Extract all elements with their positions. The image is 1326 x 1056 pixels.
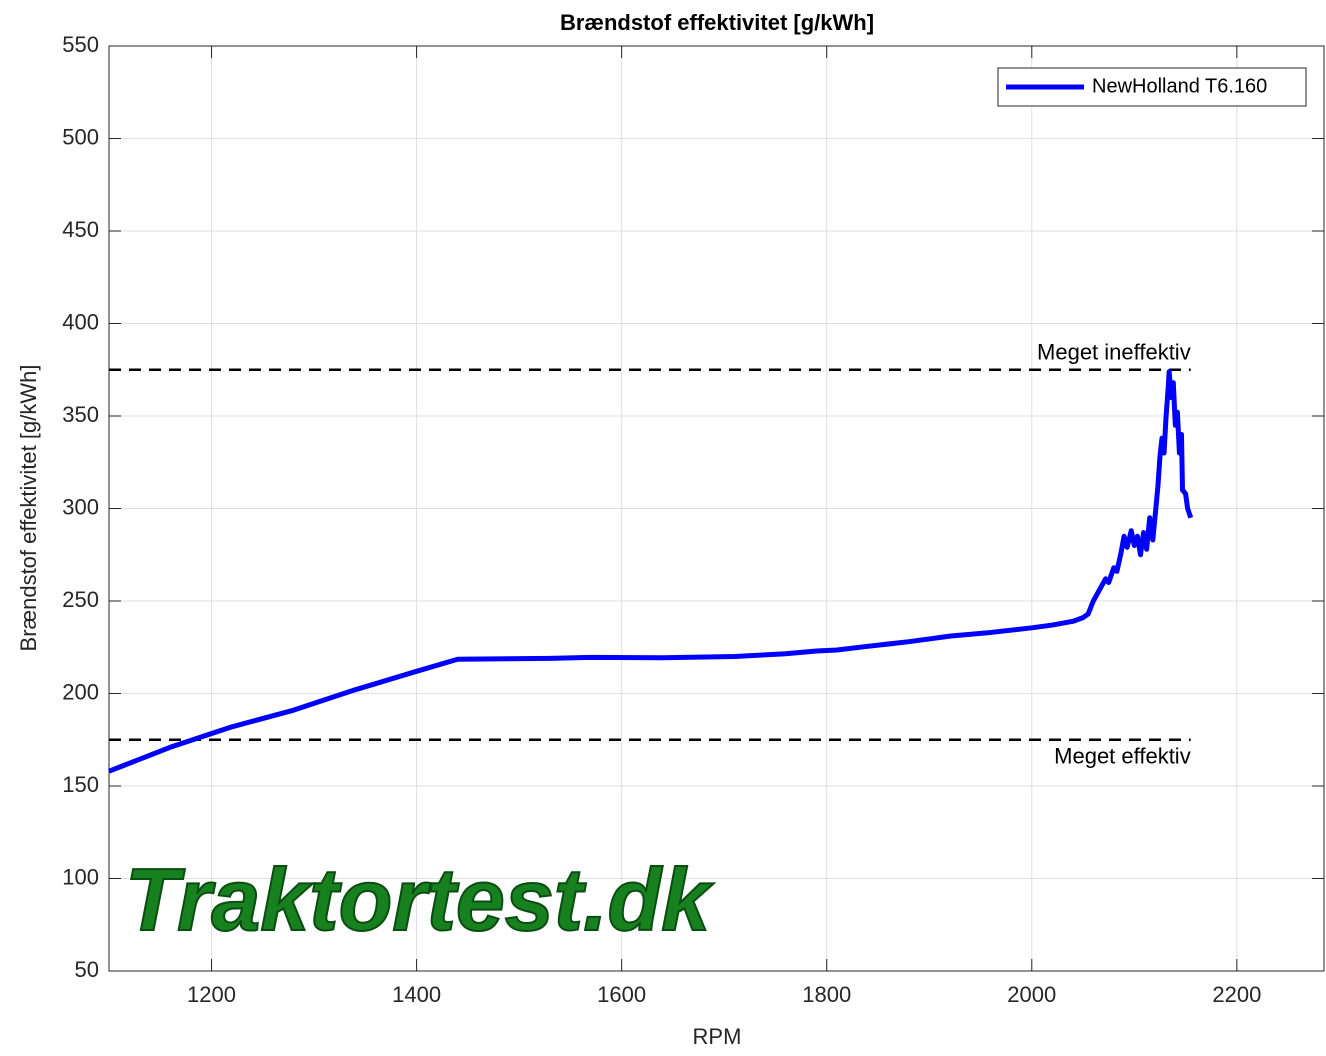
y-tick-label: 250 [62,587,99,612]
x-tick-label: 1200 [187,982,236,1007]
y-tick-label: 450 [62,217,99,242]
reference-label: Meget effektiv [1054,744,1191,769]
data-line [108,369,1194,774]
x-axis-label: RPM [693,1024,742,1049]
chart-title: Brændstof effektivitet [g/kWh] [560,10,874,35]
y-axis-label: Brændstof effektivitet [g/kWh] [16,365,41,652]
y-tick-label: 300 [62,494,99,519]
legend-label: NewHolland T6.160 [1092,75,1267,97]
plot-frame [108,45,1325,972]
y-tick-label: 500 [62,124,99,149]
y-tick-label: 50 [75,957,99,982]
y-tick-label: 150 [62,772,99,797]
watermark: Traktortest.dk [125,850,714,949]
y-tick-label: 350 [62,402,99,427]
x-tick-label: 1600 [597,982,646,1007]
x-tick-label: 1400 [392,982,441,1007]
y-tick-label: 200 [62,679,99,704]
x-tick-label: 1800 [802,982,851,1007]
reference-label: Meget ineffektiv [1037,340,1191,365]
x-tick-label: 2000 [1007,982,1056,1007]
y-tick-label: 100 [62,864,99,889]
x-tick-label: 2200 [1212,982,1261,1007]
y-tick-label: 400 [62,309,99,334]
y-tick-label: 550 [62,32,99,57]
